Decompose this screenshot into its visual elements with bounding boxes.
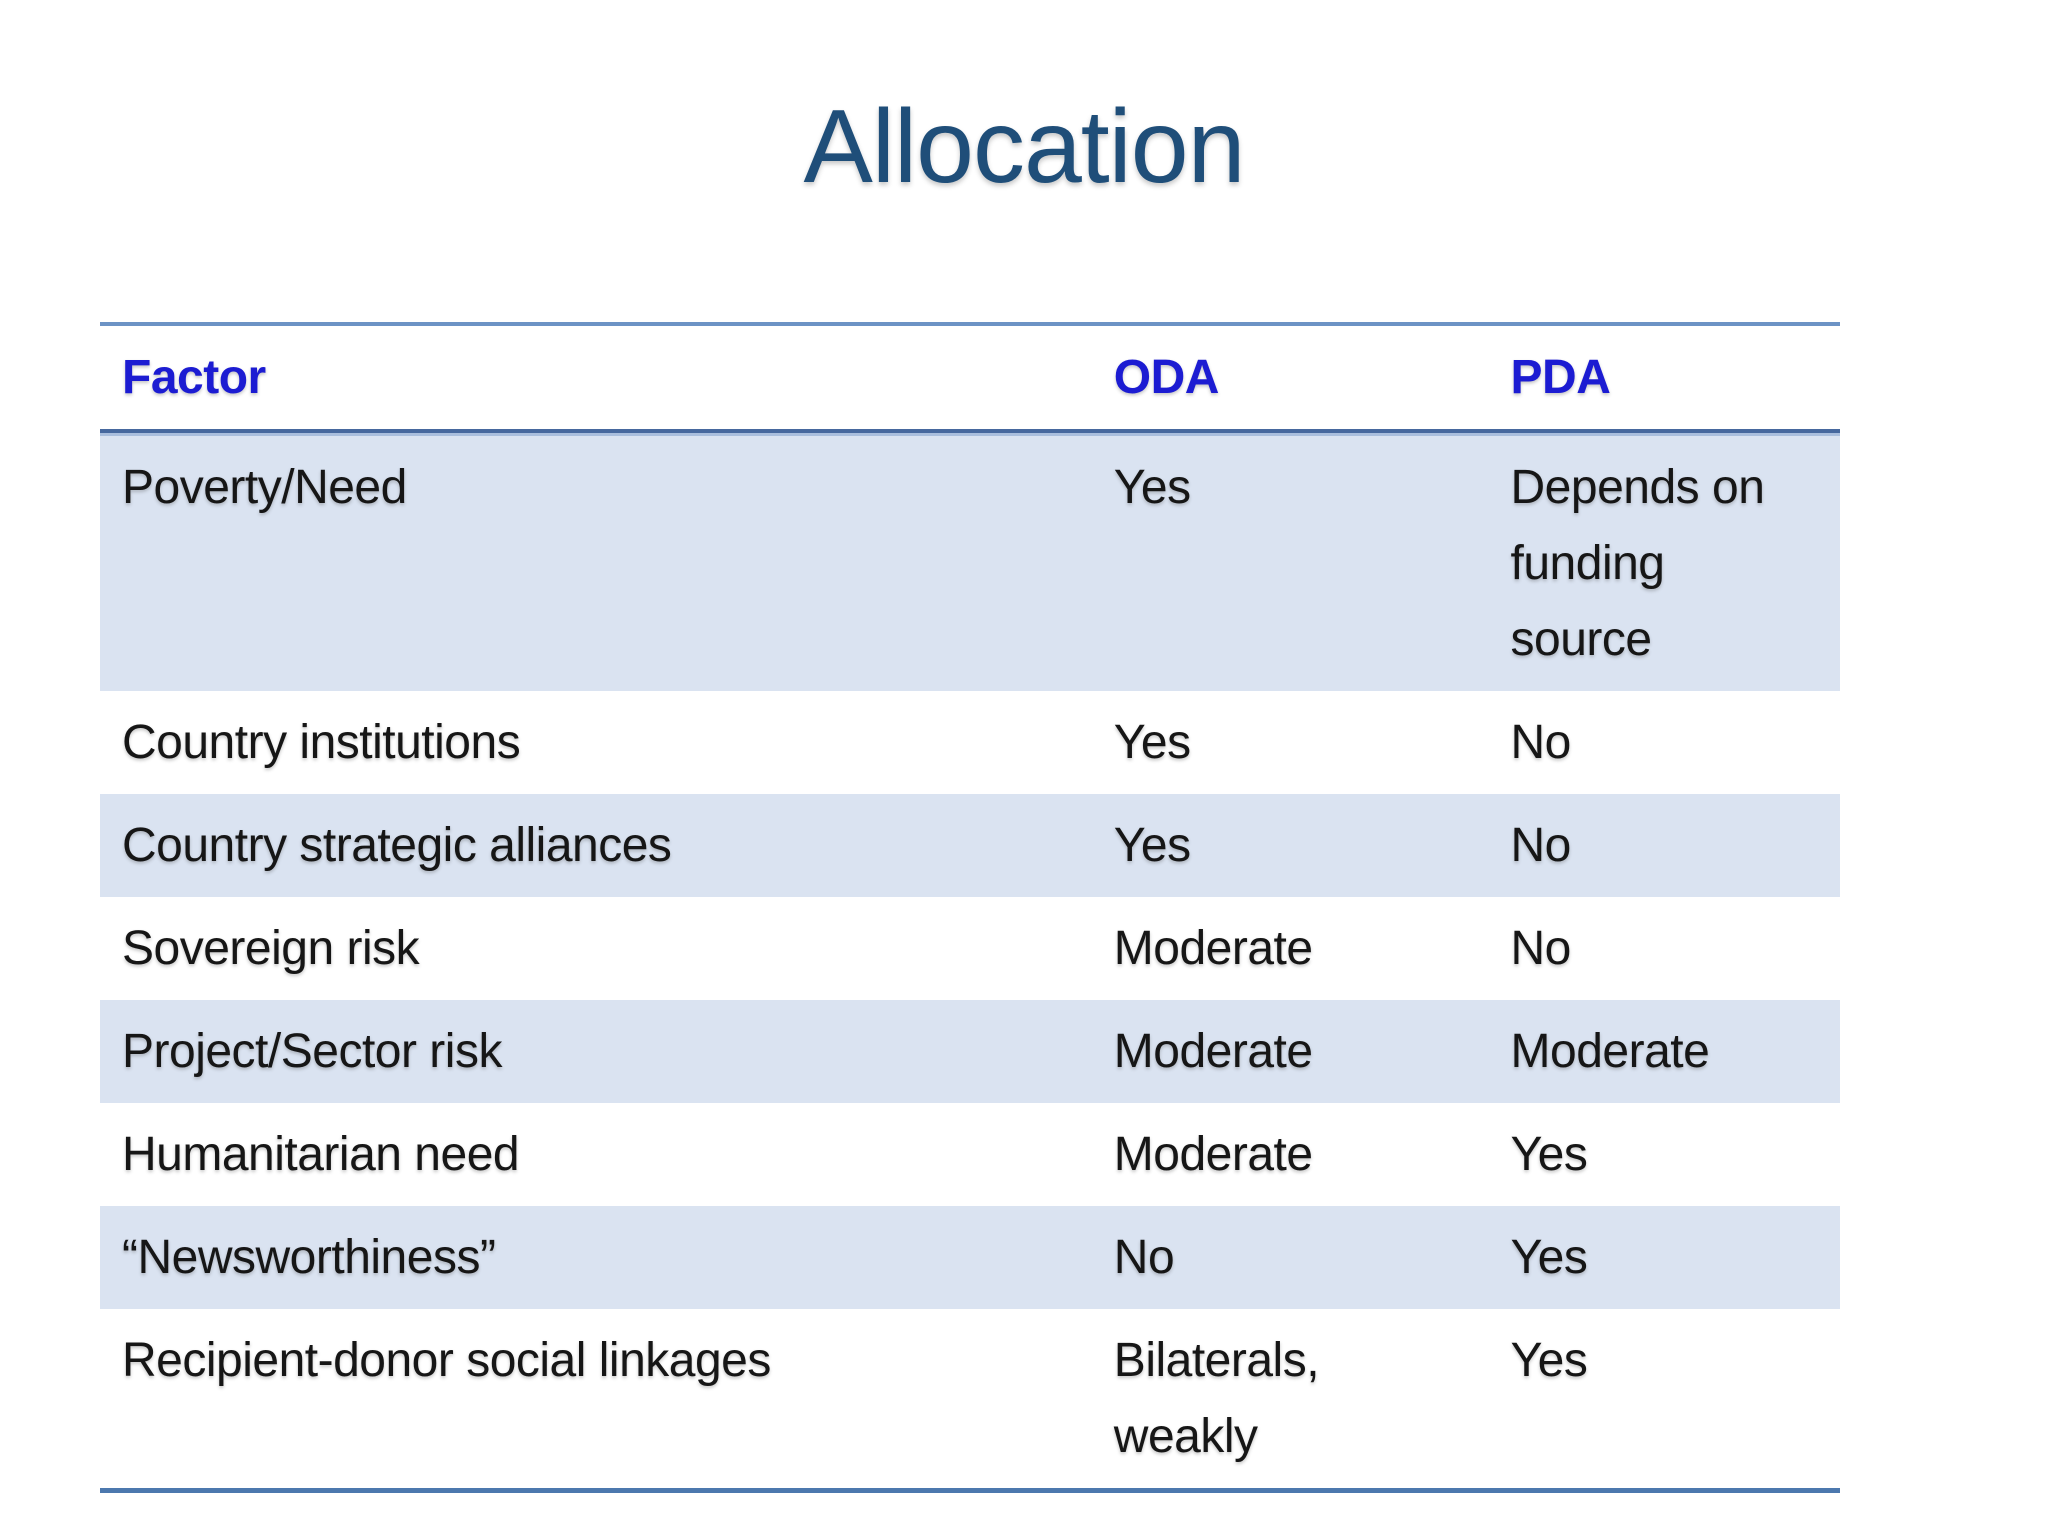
factor-cell: Project/Sector risk [100,1000,1092,1103]
table-row: Country strategic alliances Yes No [100,794,1840,897]
pda-cell: Moderate [1488,1000,1840,1103]
table-row: Country institutions Yes No [100,691,1840,794]
oda-cell: Bilaterals, weakly [1113,1334,1320,1463]
pda-cell: Yes [1488,1206,1840,1309]
oda-cell: No [1091,1206,1489,1309]
table-row: “Newsworthiness” No Yes [100,1206,1840,1309]
pda-cell: Yes [1510,1128,1588,1181]
oda-cell: Yes [1091,433,1489,691]
factor-cell: “Newsworthiness” [100,1206,1092,1309]
column-header-factor: Factor [100,326,1092,433]
pda-cell: Yes [1510,1334,1588,1387]
factor-cell: Country strategic alliances [100,794,1092,897]
factor-cell: Recipient-donor social linkages [122,1334,771,1387]
oda-cell: Moderate [1113,922,1313,975]
table-body: Poverty/Need Yes Depends on funding sour… [100,433,1840,1488]
table-header-row: Factor ODA PDA [100,326,1840,433]
factor-cell: Country institutions [122,716,521,769]
slide-title: Allocation [803,89,1246,205]
pda-cell: Depends on funding source [1488,433,1840,691]
pda-cell: No [1488,794,1840,897]
factor-cell: Sovereign risk [122,922,420,975]
factor-cell: Humanitarian need [122,1128,520,1181]
pda-cell: No [1510,716,1572,769]
oda-cell: Yes [1113,716,1191,769]
table-row: Project/Sector risk Moderate Moderate [100,1000,1840,1103]
table-row: Humanitarian need Moderate Yes [100,1103,1840,1206]
allocation-table: Factor ODA PDA Poverty/Need Yes Depends … [100,322,1840,1493]
table-row: Sovereign risk Moderate No [100,897,1840,1000]
oda-cell: Moderate [1113,1128,1313,1181]
table-row: Poverty/Need Yes Depends on funding sour… [100,433,1840,691]
column-header-pda: PDA [1488,326,1840,433]
table-row: Recipient-donor social linkages Bilatera… [100,1309,1840,1488]
oda-cell: Moderate [1091,1000,1489,1103]
column-header-oda: ODA [1091,326,1489,433]
factor-cell: Poverty/Need [100,433,1092,691]
pda-cell: No [1510,922,1572,975]
oda-cell: Yes [1091,794,1489,897]
